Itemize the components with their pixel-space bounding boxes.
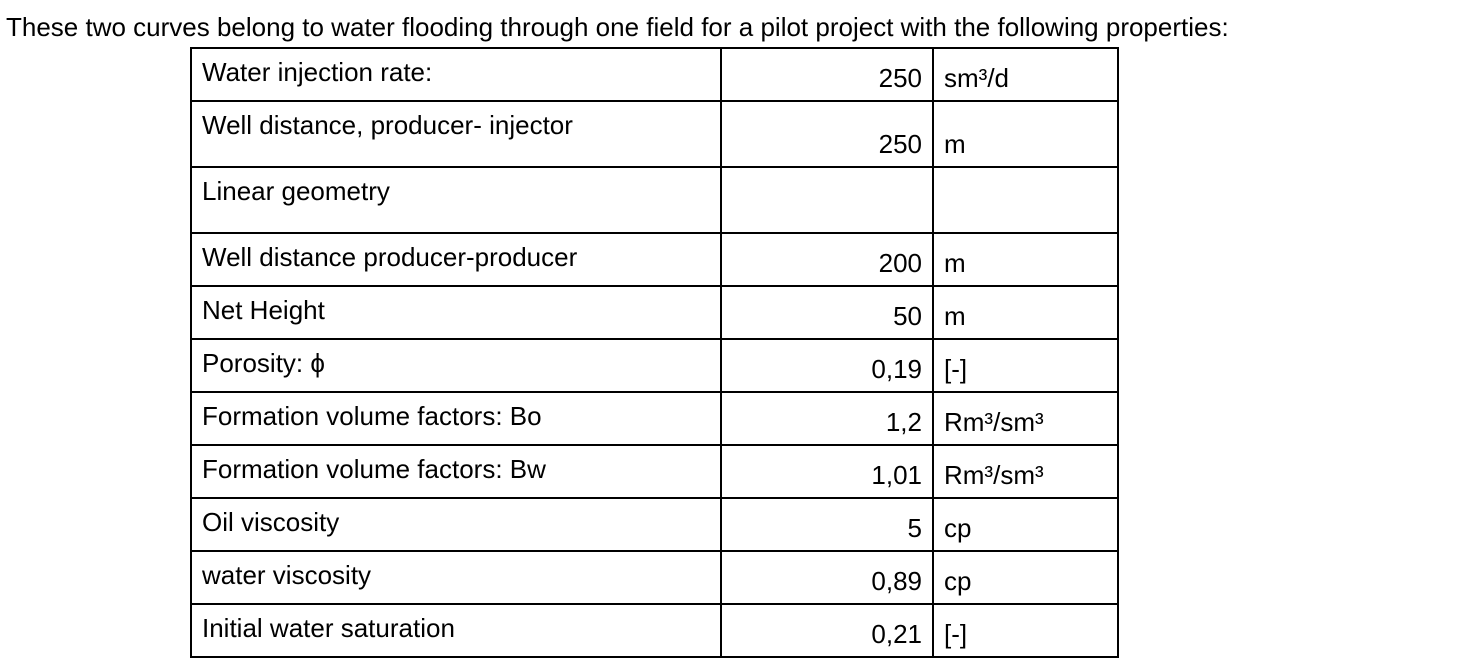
table-row: Well distance, producer- injector 250 m xyxy=(190,100,1119,168)
property-value: 0,89 xyxy=(720,550,934,605)
table-row: Formation volume factors: Bw 1,01 Rm³/sm³ xyxy=(190,444,1119,499)
property-unit: [-] xyxy=(932,338,1119,393)
table-row: Water injection rate: 250 sm³/d xyxy=(190,47,1119,102)
property-unit: [-] xyxy=(932,603,1119,658)
property-unit xyxy=(932,166,1119,234)
property-unit: Rm³/sm³ xyxy=(932,391,1119,446)
property-value: 5 xyxy=(720,497,934,552)
table-row: Initial water saturation 0,21 [-] xyxy=(190,603,1119,658)
table-row: Formation volume factors: Bo 1,2 Rm³/sm³ xyxy=(190,391,1119,446)
property-label: Water injection rate: xyxy=(190,47,722,102)
property-label: Initial water saturation xyxy=(190,603,722,658)
property-value xyxy=(720,166,934,234)
property-label: Formation volume factors: Bw xyxy=(190,444,722,499)
table-row: water viscosity 0,89 cp xyxy=(190,550,1119,605)
table-row: Well distance producer-producer 200 m xyxy=(190,232,1119,287)
table-row: Oil viscosity 5 cp xyxy=(190,497,1119,552)
properties-table: Water injection rate: 250 sm³/d Well distan… xyxy=(190,47,1119,658)
property-value: 50 xyxy=(720,285,934,340)
property-label: Linear geometry xyxy=(190,166,722,234)
property-label: Formation volume factors: Bo xyxy=(190,391,722,446)
table-row: Linear geometry xyxy=(190,166,1119,234)
property-label: Net Height xyxy=(190,285,722,340)
property-unit: m xyxy=(932,100,1119,168)
property-label: Porosity: ϕ xyxy=(190,338,722,393)
table-row: Net Height 50 m xyxy=(190,285,1119,340)
property-unit: cp xyxy=(932,497,1119,552)
property-unit: m xyxy=(932,285,1119,340)
intro-text: These two curves belong to water floodin… xyxy=(6,12,1229,42)
property-value: 250 xyxy=(720,47,934,102)
property-value: 250 xyxy=(720,100,934,168)
property-label: Well distance producer-producer xyxy=(190,232,722,287)
property-label: water viscosity xyxy=(190,550,722,605)
property-unit: sm³/d xyxy=(932,47,1119,102)
property-value: 200 xyxy=(720,232,934,287)
property-unit: Rm³/sm³ xyxy=(932,444,1119,499)
property-value: 0,19 xyxy=(720,338,934,393)
property-unit: cp xyxy=(932,550,1119,605)
property-value: 1,2 xyxy=(720,391,934,446)
property-label: Oil viscosity xyxy=(190,497,722,552)
property-value: 0,21 xyxy=(720,603,934,658)
property-label: Well distance, producer- injector xyxy=(190,100,722,168)
table-row: Porosity: ϕ 0,19 [-] xyxy=(190,338,1119,393)
property-unit: m xyxy=(932,232,1119,287)
property-value: 1,01 xyxy=(720,444,934,499)
